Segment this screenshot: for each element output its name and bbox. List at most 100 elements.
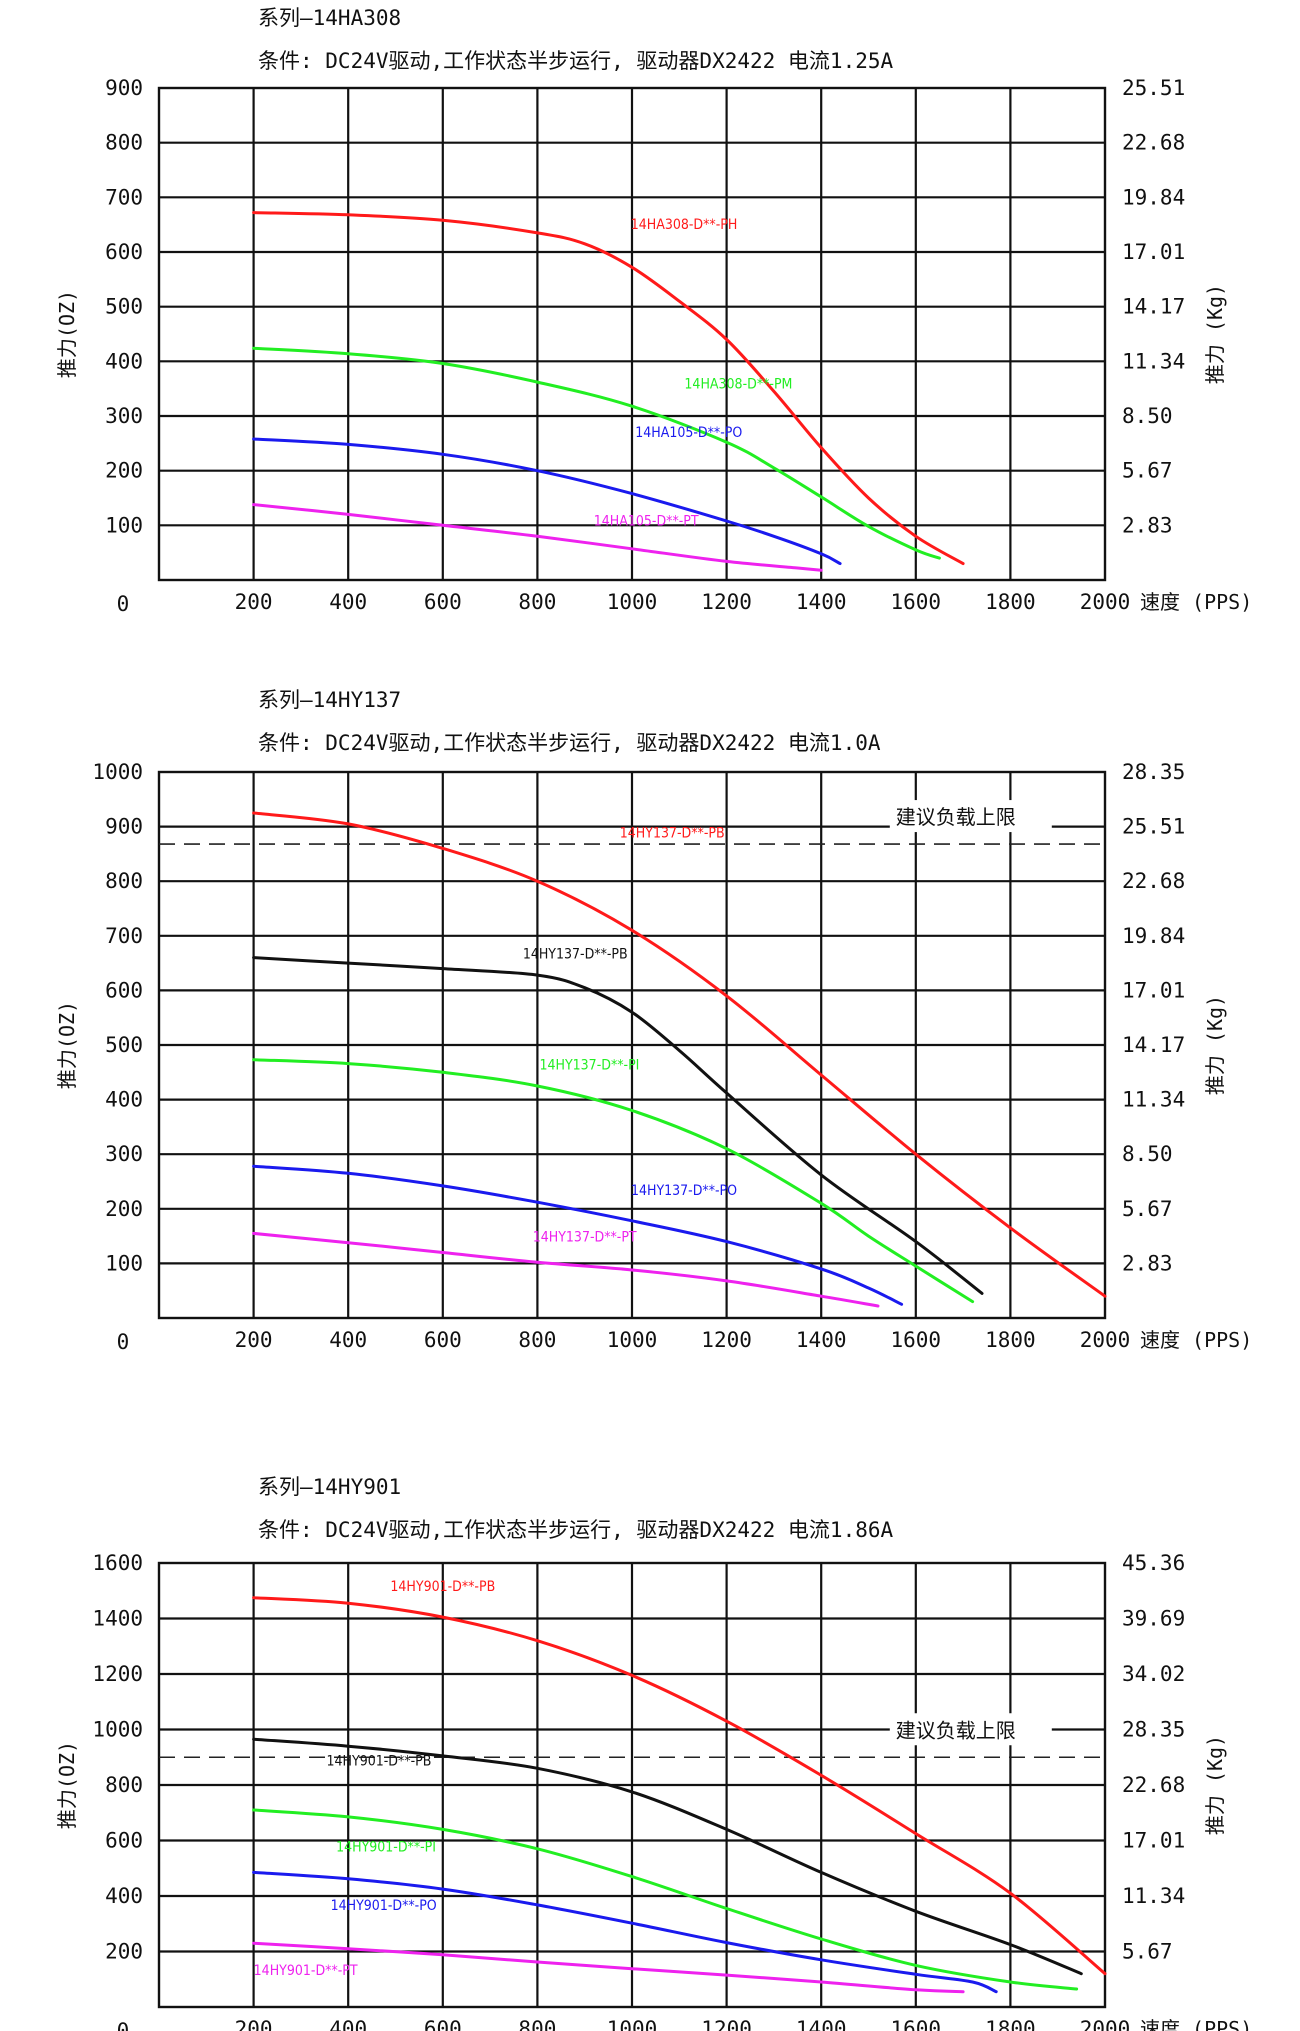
series-line	[252, 811, 1107, 1298]
x-tick-label: 800	[518, 590, 556, 614]
chart-conditions: 条件: DC24V驱动,工作状态半步运行, 驱动器DX2422 电流1.25A	[258, 49, 894, 73]
y-tick-label-left: 200	[105, 459, 143, 483]
x-tick-label: 1800	[985, 590, 1036, 614]
series-label: 14HY901-D**-PT	[254, 1963, 358, 1979]
y-tick-label-left: 800	[105, 869, 143, 893]
x-tick-label: 1000	[607, 2017, 658, 2031]
origin-label: 0	[117, 2019, 130, 2031]
x-tick-label: 1400	[796, 1328, 847, 1352]
series-line	[252, 346, 941, 560]
y-tick-label-right: 17.01	[1122, 1829, 1185, 1853]
x-tick-label: 600	[424, 2017, 462, 2031]
y-tick-label-left: 1000	[92, 760, 143, 784]
origin-label: 0	[117, 592, 130, 616]
y-tick-label-right: 8.50	[1122, 404, 1173, 428]
series-line	[252, 1164, 904, 1306]
y-tick-label-right: 22.68	[1122, 1773, 1185, 1797]
x-tick-label: 400	[329, 2017, 367, 2031]
series-line	[252, 503, 823, 572]
y-tick-label-right: 25.51	[1122, 815, 1185, 839]
x-tick-label: 1600	[891, 590, 942, 614]
y-tick-label-right: 11.34	[1122, 1088, 1185, 1112]
chart-2: 系列—14HY137 条件: DC24V驱动,工作状态半步运行, 驱动器DX242…	[55, 688, 1252, 1354]
y-axis-title-right: 推力 (Kg)	[1203, 284, 1227, 384]
load-limit-label: 建议负载上限	[896, 1718, 1016, 1742]
y-tick-label-right: 11.34	[1122, 1884, 1185, 1908]
x-tick-label: 1400	[796, 590, 847, 614]
y-tick-label-right: 5.67	[1122, 1197, 1173, 1221]
x-tick-label: 1800	[985, 2017, 1036, 2031]
y-tick-label-right: 5.67	[1122, 1940, 1173, 1964]
x-tick-label: 400	[329, 1328, 367, 1352]
x-tick-label: 2000	[1080, 1328, 1131, 1352]
x-tick-label: 1200	[701, 590, 752, 614]
x-tick-label: 400	[329, 590, 367, 614]
y-axis-title-right: 推力 (Kg)	[1203, 995, 1227, 1095]
y-tick-label-right: 14.17	[1122, 1033, 1185, 1057]
series-line	[252, 211, 965, 566]
load-limit-label: 建议负载上限	[896, 805, 1016, 829]
y-tick-label-right: 22.68	[1122, 131, 1185, 155]
series-line	[252, 1870, 998, 1994]
series-line	[252, 956, 984, 1295]
series-label: 14HA105-D**-PO	[635, 425, 742, 441]
x-tick-label: 200	[235, 590, 273, 614]
x-tick-label: 200	[235, 1328, 273, 1352]
x-tick-label: 800	[518, 2017, 556, 2031]
y-axis-title-left: 推力(OZ)	[55, 1001, 79, 1089]
x-axis-title: 速度 (PPS)	[1140, 590, 1252, 614]
chart-1: 系列—14HA308 条件: DC24V驱动,工作状态半步运行, 驱动器DX242…	[55, 6, 1252, 616]
y-tick-label-right: 17.01	[1122, 978, 1185, 1002]
x-tick-label: 1200	[701, 2017, 752, 2031]
x-tick-label: 800	[518, 1328, 556, 1352]
x-axis-title: 速度 (PPS)	[1140, 2017, 1252, 2031]
x-tick-label: 1600	[891, 1328, 942, 1352]
y-tick-label-left: 400	[105, 1884, 143, 1908]
y-tick-label-left: 1600	[92, 1551, 143, 1575]
y-tick-label-left: 400	[105, 349, 143, 373]
y-axis-title-left: 推力(OZ)	[55, 1741, 79, 1829]
y-tick-label-left: 600	[105, 978, 143, 1002]
x-tick-label: 600	[424, 1328, 462, 1352]
y-tick-label-left: 100	[105, 1251, 143, 1275]
y-tick-label-left: 1200	[92, 1662, 143, 1686]
y-tick-label-right: 39.69	[1122, 1607, 1185, 1631]
series-line	[252, 1596, 1107, 1976]
chart-series-title: 系列—14HA308	[258, 6, 401, 30]
y-tick-label-right: 2.83	[1122, 1251, 1173, 1275]
y-tick-label-right: 19.84	[1122, 924, 1185, 948]
y-tick-label-right: 14.17	[1122, 295, 1185, 319]
series-label: 14HA308-D**-PH	[631, 217, 738, 233]
series-label: 14HY137-D**-PO	[631, 1183, 737, 1199]
y-tick-label-right: 19.84	[1122, 185, 1185, 209]
y-tick-label-right: 34.02	[1122, 1662, 1185, 1686]
y-tick-label-right: 25.51	[1122, 76, 1185, 100]
y-tick-label-left: 800	[105, 1773, 143, 1797]
y-tick-label-left: 1400	[92, 1607, 143, 1631]
series-label: 14HA308-D**-PM	[684, 377, 792, 393]
y-tick-label-right: 45.36	[1122, 1551, 1185, 1575]
load-limit-label-bg	[889, 1713, 1052, 1746]
chart-series-title: 系列—14HY901	[258, 1475, 401, 1499]
y-tick-label-left: 200	[105, 1197, 143, 1221]
chart-conditions: 条件: DC24V驱动,工作状态半步运行, 驱动器DX2422 电流1.86A	[258, 1518, 894, 1542]
y-tick-label-left: 500	[105, 1033, 143, 1057]
y-tick-label-left: 1000	[92, 1718, 143, 1742]
chart-series-title: 系列—14HY137	[258, 688, 401, 712]
y-tick-label-left: 200	[105, 1940, 143, 1964]
series-label: 14HY901-D**-PO	[331, 1898, 437, 1914]
y-axis-title-left: 推力(OZ)	[55, 290, 79, 378]
y-tick-label-right: 2.83	[1122, 513, 1173, 537]
y-tick-label-right: 22.68	[1122, 869, 1185, 893]
y-tick-label-right: 28.35	[1122, 1718, 1185, 1742]
origin-label: 0	[117, 1330, 130, 1354]
y-tick-label-left: 800	[105, 131, 143, 155]
series-line	[252, 1231, 880, 1308]
y-axis-title-right: 推力 (Kg)	[1203, 1735, 1227, 1835]
series-label: 14HY137-D**-PT	[533, 1230, 637, 1246]
y-tick-label-left: 500	[105, 295, 143, 319]
x-axis-title: 速度 (PPS)	[1140, 1328, 1252, 1352]
y-tick-label-right: 17.01	[1122, 240, 1185, 264]
series-label: 14HA105-D**-PT	[594, 513, 699, 529]
